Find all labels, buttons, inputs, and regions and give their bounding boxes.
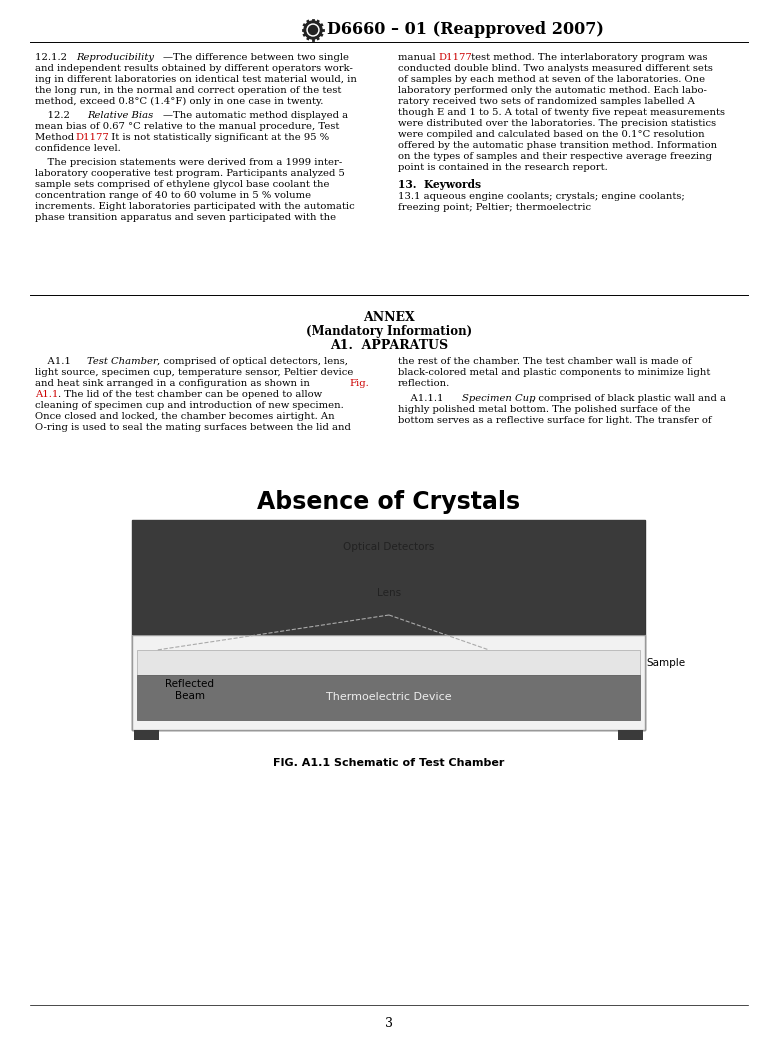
Text: mean bias of 0.67 °C relative to the manual procedure, Test: mean bias of 0.67 °C relative to the man… [35,122,339,131]
Bar [580,520,645,635]
Text: 3: 3 [385,1017,393,1030]
Bar [132,520,197,635]
Text: though E and 1 to 5. A total of twenty five repeat measurements: though E and 1 to 5. A total of twenty f… [398,108,725,117]
Text: and independent results obtained by different operators work-: and independent results obtained by diff… [35,64,353,73]
Text: 13.  Keywords: 13. Keywords [398,179,481,191]
Text: ing in different laboratories on identical test material would, in: ing in different laboratories on identic… [35,75,357,84]
Text: D1177: D1177 [439,53,472,62]
Text: (Mandatory Information): (Mandatory Information) [306,325,472,338]
Bar [618,730,643,740]
Text: confidence level.: confidence level. [35,144,121,153]
Bar [197,520,580,635]
Text: test method. The interlaboratory program was: test method. The interlaboratory program… [468,53,707,62]
Text: FIG. A1.1 Schematic of Test Chamber: FIG. A1.1 Schematic of Test Chamber [273,758,505,768]
Text: Method: Method [35,133,77,142]
Text: ratory received two sets of randomized samples labelled A: ratory received two sets of randomized s… [398,97,695,106]
Text: manual: manual [398,53,439,62]
Text: Lens: Lens [377,587,401,598]
Text: and heat sink arranged in a configuration as shown in: and heat sink arranged in a configuratio… [35,379,313,388]
Text: method, exceed 0.8°C (1.4°F) only in one case in twenty.: method, exceed 0.8°C (1.4°F) only in one… [35,97,324,106]
Text: , comprised of black plastic wall and a: , comprised of black plastic wall and a [532,393,726,403]
Bar [137,650,640,675]
Text: freezing point; Peltier; thermoelectric: freezing point; Peltier; thermoelectric [398,203,591,212]
Text: sample sets comprised of ethylene glycol base coolant the: sample sets comprised of ethylene glycol… [35,180,330,189]
Text: of samples by each method at seven of the laboratories. One: of samples by each method at seven of th… [398,75,705,84]
Text: A1.  APPARATUS: A1. APPARATUS [330,339,448,352]
Text: Test Chamber: Test Chamber [87,357,158,366]
Text: reflection.: reflection. [398,379,450,388]
Text: the long run, in the normal and correct operation of the test: the long run, in the normal and correct … [35,86,342,95]
Text: ANNEX: ANNEX [363,311,415,324]
Text: the rest of the chamber. The test chamber wall is made of: the rest of the chamber. The test chambe… [398,357,692,366]
Text: Once closed and locked, the chamber becomes airtight. An: Once closed and locked, the chamber beco… [35,412,335,421]
Text: , comprised of optical detectors, lens,: , comprised of optical detectors, lens, [157,357,349,366]
Text: A1.1: A1.1 [35,357,74,366]
Text: increments. Eight laboratories participated with the automatic: increments. Eight laboratories participa… [35,202,355,211]
Text: A1.1.1: A1.1.1 [398,393,447,403]
Text: 12.2: 12.2 [35,111,73,120]
Circle shape [307,24,319,36]
Text: laboratory cooperative test program. Participants analyzed 5: laboratory cooperative test program. Par… [35,169,345,178]
Text: were distributed over the laboratories. The precision statistics: were distributed over the laboratories. … [398,119,716,128]
Text: Specimen Cup: Specimen Cup [462,393,535,403]
Text: Optical Detectors: Optical Detectors [343,541,435,552]
Text: point is contained in the research report.: point is contained in the research repor… [398,163,608,172]
Text: on the types of samples and their respective average freezing: on the types of samples and their respec… [398,152,712,161]
Text: bottom serves as a reflective surface for light. The transfer of: bottom serves as a reflective surface fo… [398,416,712,425]
Text: Absence of Crystals: Absence of Crystals [258,490,520,514]
Text: A1.1: A1.1 [35,390,58,399]
Text: Reflected
Beam: Reflected Beam [166,679,215,702]
Text: highly polished metal bottom. The polished surface of the: highly polished metal bottom. The polish… [398,405,691,414]
Text: 13.1 aqueous engine coolants; crystals; engine coolants;: 13.1 aqueous engine coolants; crystals; … [398,192,685,201]
Bar [134,730,159,740]
Text: Sample: Sample [646,658,685,667]
Bar [137,675,640,720]
Text: Fig.: Fig. [349,379,369,388]
Text: laboratory performed only the automatic method. Each labo-: laboratory performed only the automatic … [398,86,707,95]
Bar [132,520,645,730]
Text: . It is not statistically significant at the 95 %: . It is not statistically significant at… [105,133,329,142]
Text: offered by the automatic phase transition method. Information: offered by the automatic phase transitio… [398,141,717,150]
Text: —The difference between two single: —The difference between two single [163,53,349,62]
Text: were compiled and calculated based on the 0.1°C resolution: were compiled and calculated based on th… [398,130,705,139]
Text: black-colored metal and plastic components to minimize light: black-colored metal and plastic componen… [398,369,710,377]
Text: —The automatic method displayed a: —The automatic method displayed a [163,111,349,120]
Bar [132,635,645,730]
Text: light source, specimen cup, temperature sensor, Peltier device: light source, specimen cup, temperature … [35,369,353,377]
Text: The precision statements were derived from a 1999 inter-: The precision statements were derived fr… [35,158,342,167]
FancyBboxPatch shape [264,524,514,569]
Text: Thermoelectric Device: Thermoelectric Device [326,692,451,703]
Bar [132,635,645,730]
Text: D6660 – 01 (Reapproved 2007): D6660 – 01 (Reapproved 2007) [327,22,604,39]
Text: D1177: D1177 [75,133,110,142]
Text: Relative Bias: Relative Bias [87,111,153,120]
Ellipse shape [286,555,492,620]
Text: conducted double blind. Two analysts measured different sets: conducted double blind. Two analysts mea… [398,64,713,73]
Text: O-ring is used to seal the mating surfaces between the lid and: O-ring is used to seal the mating surfac… [35,423,351,432]
Text: . The lid of the test chamber can be opened to allow: . The lid of the test chamber can be ope… [58,390,322,399]
Text: 12.1.2: 12.1.2 [35,53,70,62]
Text: phase transition apparatus and seven participated with the: phase transition apparatus and seven par… [35,213,336,222]
Text: Reproducibility: Reproducibility [75,53,154,62]
Circle shape [309,25,317,34]
Text: concentration range of 40 to 60 volume in 5 % volume: concentration range of 40 to 60 volume i… [35,191,311,200]
Circle shape [304,21,322,39]
Text: cleaning of specimen cup and introduction of new specimen.: cleaning of specimen cup and introductio… [35,401,344,410]
